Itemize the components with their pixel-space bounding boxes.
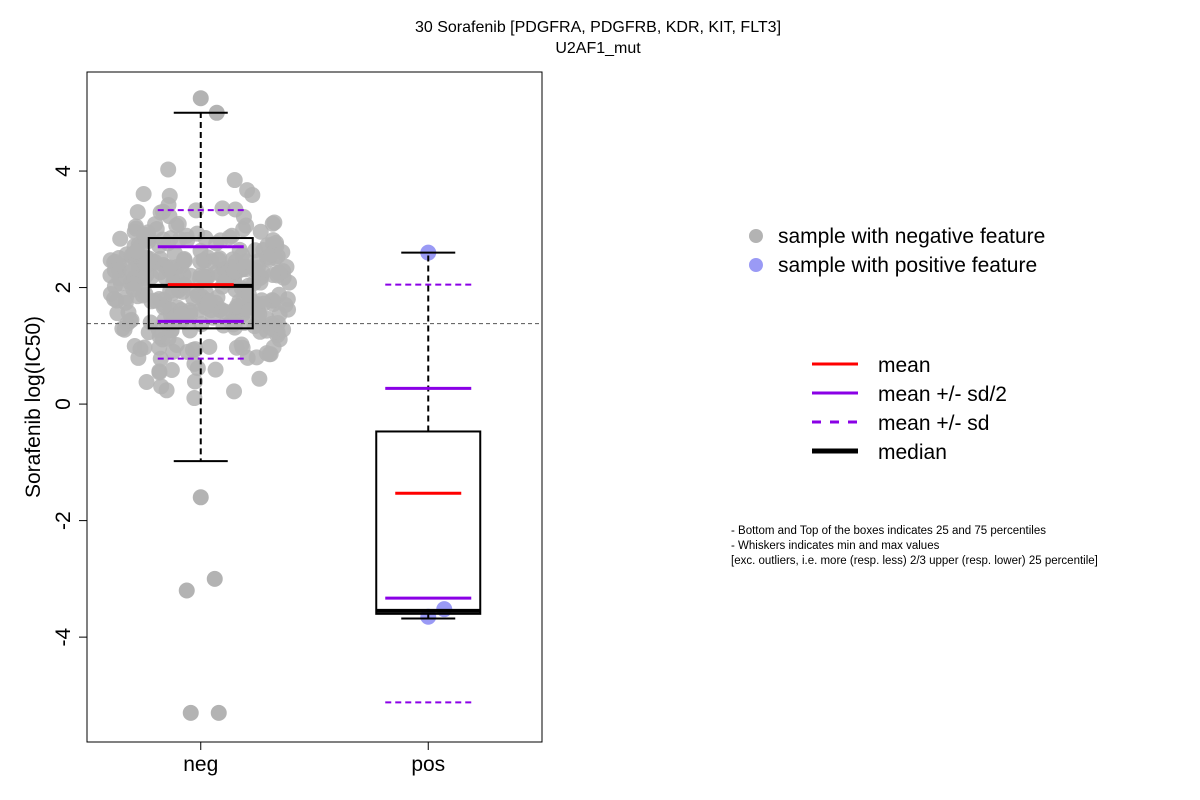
y-tick-label: -2 xyxy=(52,511,75,530)
sample-point xyxy=(252,223,269,240)
sample-point xyxy=(155,231,172,248)
sample-point xyxy=(164,284,181,301)
sample-point xyxy=(161,187,178,204)
sample-point xyxy=(178,582,195,599)
sample-point xyxy=(244,186,261,203)
sample-point xyxy=(271,306,288,323)
sample-point xyxy=(106,290,123,307)
sample-point xyxy=(265,339,282,356)
legend-point-label: sample with positive feature xyxy=(778,254,1037,277)
sample-point xyxy=(162,259,179,276)
x-tick-label: neg xyxy=(183,753,218,776)
sample-point xyxy=(143,268,160,285)
legend-line-label: mean xyxy=(878,354,931,377)
sample-point xyxy=(186,355,203,372)
sample-point xyxy=(192,253,209,270)
y-tick-label: 4 xyxy=(52,165,75,177)
sample-point xyxy=(176,252,193,269)
sample-point xyxy=(160,161,177,178)
sample-point xyxy=(206,570,223,587)
y-tick-label: 0 xyxy=(52,398,75,410)
sample-point xyxy=(228,298,245,315)
sample-point xyxy=(158,382,175,399)
legend-line-label: mean +/- sd/2 xyxy=(878,383,1007,406)
sample-point xyxy=(189,225,206,242)
sample-point xyxy=(265,232,282,249)
sample-point xyxy=(240,286,257,303)
sample-point xyxy=(258,322,275,339)
sample-point xyxy=(234,339,251,356)
sample-point xyxy=(211,250,228,267)
sample-point xyxy=(226,172,243,189)
sample-point xyxy=(251,370,268,387)
sample-point xyxy=(210,704,227,721)
sample-point xyxy=(102,267,119,284)
sample-point xyxy=(214,200,231,217)
sample-point xyxy=(143,293,160,310)
sample-point xyxy=(109,305,126,322)
note-line: - Bottom and Top of the boxes indicates … xyxy=(731,525,1046,537)
plot-frame xyxy=(86,71,543,743)
y-tick-label: -4 xyxy=(52,627,75,646)
sample-point xyxy=(207,361,224,378)
sample-point xyxy=(264,267,281,284)
sample-point xyxy=(150,321,167,338)
sample-point xyxy=(139,255,156,272)
sample-point xyxy=(130,349,147,366)
sample-point xyxy=(185,290,202,307)
sample-point xyxy=(184,341,201,358)
sample-point xyxy=(168,217,185,234)
chart-title: 30 Sorafenib [PDGFRA, PDGFRB, KDR, KIT, … xyxy=(414,19,782,36)
sample-point xyxy=(238,253,255,270)
sample-point xyxy=(216,303,233,320)
sample-point xyxy=(129,204,146,221)
box xyxy=(375,430,482,615)
sample-point xyxy=(264,215,281,232)
sample-point xyxy=(186,390,203,407)
sample-point xyxy=(151,364,168,381)
axis-layer: -4 -2 0 2 4 neg pos xyxy=(52,165,445,776)
sample-point xyxy=(123,311,140,328)
sample-point xyxy=(195,268,212,285)
sample-point xyxy=(226,383,243,400)
sample-point xyxy=(235,221,252,238)
legend-point-marker xyxy=(749,229,763,243)
y-axis-label: Sorafenib log(IC50) xyxy=(22,316,45,498)
sample-point xyxy=(201,292,218,309)
sample-point xyxy=(173,306,190,323)
box xyxy=(147,237,254,330)
sample-point xyxy=(182,704,199,721)
sample-point xyxy=(201,338,218,355)
sample-point xyxy=(249,259,266,276)
notes: - Bottom and Top of the boxes indicates … xyxy=(731,524,1098,569)
note-line: - Whiskers indicates min and max values xyxy=(731,540,940,552)
sample-point xyxy=(128,243,145,260)
sample-point xyxy=(192,489,209,506)
sample-point xyxy=(112,230,129,247)
sample-point xyxy=(152,204,169,221)
stats-layer xyxy=(87,111,542,704)
legend-line-label: median xyxy=(878,441,947,464)
legend-point-label: sample with negative feature xyxy=(778,225,1045,248)
sample-point xyxy=(274,244,291,261)
legend-line-label: mean +/- sd xyxy=(878,412,989,435)
chart-subtitle: U2AF1_mut xyxy=(555,40,641,57)
legend: sample with negative feature sample with … xyxy=(749,225,1045,464)
sample-point xyxy=(186,373,203,390)
sample-point xyxy=(251,306,268,323)
sample-point xyxy=(253,292,270,309)
x-tick-label: pos xyxy=(411,753,445,776)
sample-point xyxy=(165,343,182,360)
legend-point-marker xyxy=(749,258,763,272)
note-line: [exc. outliers, i.e. more (resp. less) 2… xyxy=(731,555,1098,567)
y-tick-label: 2 xyxy=(52,282,75,294)
sample-point xyxy=(135,185,152,202)
points-layer xyxy=(102,90,453,721)
sample-point xyxy=(192,90,209,107)
sample-point xyxy=(163,362,180,379)
sample-point xyxy=(138,374,155,391)
sample-point xyxy=(125,281,142,298)
